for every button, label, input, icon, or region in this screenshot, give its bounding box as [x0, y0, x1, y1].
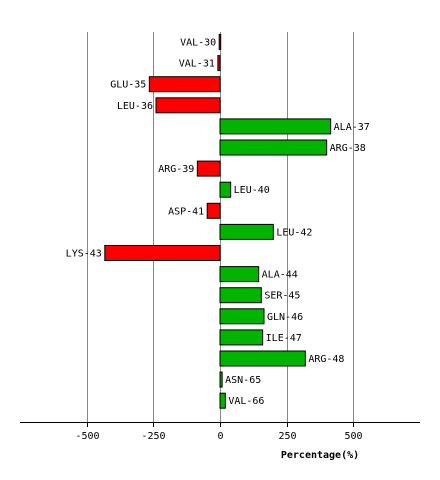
bar-label: VAL-30: [180, 38, 216, 49]
bar: [219, 118, 332, 135]
bar-label: ASN-65: [225, 375, 261, 386]
x-axis-ticks: -500 -250 0 250 500: [75, 422, 363, 442]
bar: [219, 371, 223, 388]
bar-label: ARG-38: [330, 143, 366, 154]
bar-label: ALA-37: [334, 122, 370, 133]
bar: [148, 76, 221, 93]
bar: [206, 202, 221, 219]
bar-label: VAL-66: [228, 396, 264, 407]
tick-label: -500: [75, 431, 99, 442]
tick-label: 0: [217, 431, 223, 442]
bar: [155, 97, 221, 114]
bar: [219, 392, 226, 409]
bar: [219, 223, 274, 240]
bar-label: LEU-42: [276, 227, 312, 238]
bar: [217, 55, 221, 72]
bar-label: ARG-48: [308, 354, 344, 365]
bar-label: ASP-41: [168, 206, 204, 217]
bar-label: ILE-47: [266, 333, 302, 344]
bar-label: VAL-31: [179, 59, 215, 70]
tick-label: 500: [344, 431, 362, 442]
bars: VAL-30 VAL-31 GLU-35 LEU-36 ALA-37 ARG-38 ARG-…: [66, 34, 370, 409]
bar: [219, 139, 328, 156]
bar: [219, 181, 232, 198]
bar-label: LEU-36: [117, 101, 153, 112]
bar-label: SER-45: [264, 291, 300, 302]
x-axis-title: Percentage(%): [281, 450, 359, 461]
bar: [219, 350, 306, 367]
bar: [218, 34, 222, 50]
bar-label: ALA-44: [262, 270, 298, 281]
bar: [219, 329, 264, 346]
tick-label: -250: [141, 431, 165, 442]
bar-label: LEU-40: [234, 185, 270, 196]
bar-label: GLU-35: [110, 80, 146, 91]
bar: [219, 266, 260, 283]
bar-label: ARG-39: [158, 164, 194, 175]
bar: [219, 287, 262, 304]
bar: [219, 308, 265, 325]
bar: [196, 160, 221, 177]
tick-label: 250: [278, 431, 296, 442]
bar-label: LYS-43: [66, 249, 102, 260]
bar-label: GLN-46: [267, 312, 303, 323]
bar: [104, 245, 221, 261]
